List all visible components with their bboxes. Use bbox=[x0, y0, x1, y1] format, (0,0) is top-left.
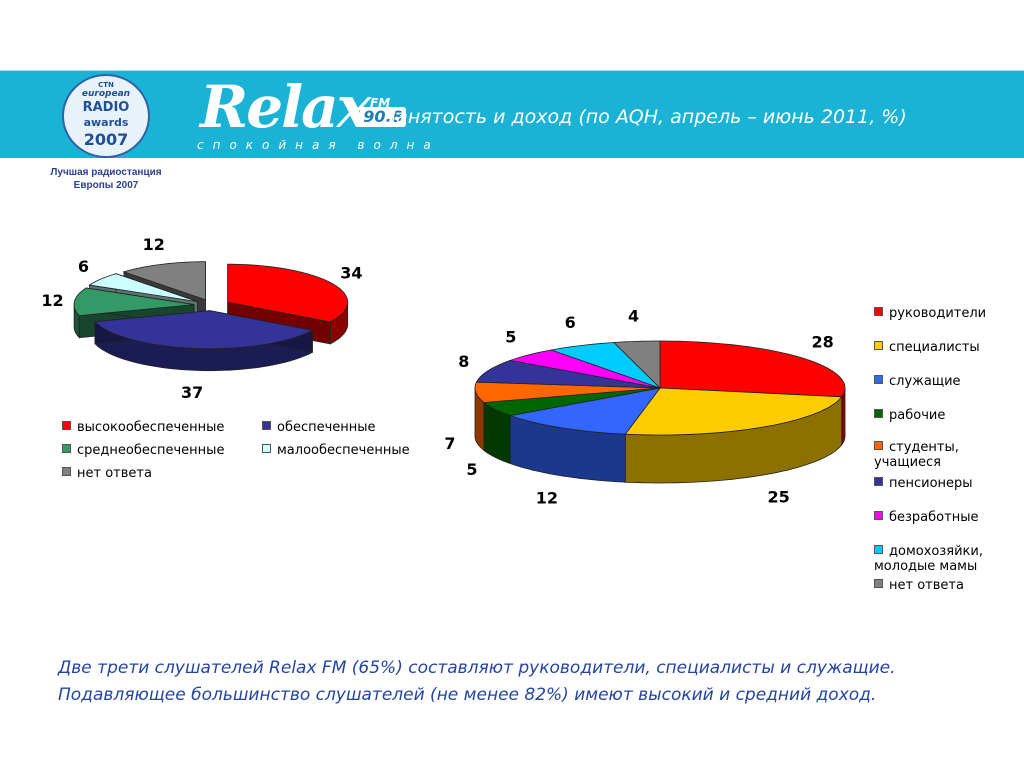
income-label-1: 37 bbox=[181, 383, 203, 402]
income-legend-label-3: малообеспеченные bbox=[277, 443, 410, 458]
income-legend-label-4: нет ответа bbox=[77, 466, 152, 481]
income-legend-swatch-3 bbox=[262, 444, 271, 453]
occupation-slice-1 bbox=[624, 387, 843, 436]
header-bar bbox=[0, 70, 1024, 158]
logo-slogan: спокойная волна bbox=[197, 138, 440, 152]
occupation-label-6: 5 bbox=[505, 327, 516, 346]
occupation-legend-swatch-0 bbox=[874, 307, 883, 316]
badge-year: 2007 bbox=[83, 130, 129, 149]
occupation-legend-label-0: руководители bbox=[889, 306, 987, 321]
income-label-2: 12 bbox=[41, 291, 63, 310]
income-legend-swatch-1 bbox=[262, 421, 271, 430]
badge-line1: CTN bbox=[98, 81, 114, 89]
income-slice-1 bbox=[94, 310, 314, 350]
occupation-legend-item-8: нет ответа bbox=[874, 578, 964, 593]
page-title: Занятость и доход (по AQH, апрель – июнь… bbox=[384, 106, 907, 128]
occupation-legend-item-4: студенты, учащиеся bbox=[874, 440, 1014, 470]
occupation-legend-swatch-8 bbox=[874, 579, 883, 588]
logo-frequency: 90.8 bbox=[360, 107, 406, 127]
income-label-4: 12 bbox=[143, 235, 165, 254]
occupation-legend-item-0: руководители bbox=[874, 306, 986, 321]
badge-line3: RADIO bbox=[82, 100, 130, 115]
income-legend-item-2: среднеобеспеченные bbox=[62, 443, 224, 458]
occupation-label-4: 7 bbox=[444, 434, 455, 453]
occupation-legend-swatch-4 bbox=[874, 441, 883, 450]
income-legend-item-3: малообеспеченные bbox=[262, 443, 410, 458]
income-legend-label-2: среднеобеспеченные bbox=[77, 443, 225, 458]
occupation-label-5: 8 bbox=[458, 352, 469, 371]
occupation-legend-swatch-1 bbox=[874, 341, 883, 350]
occupation-legend-label-1: специалисты bbox=[889, 340, 980, 355]
income-label-0: 34 bbox=[340, 264, 362, 283]
occupation-legend-swatch-2 bbox=[874, 375, 883, 384]
occupation-label-0: 28 bbox=[811, 333, 833, 352]
income-legend-swatch-0 bbox=[62, 421, 71, 430]
occupation-label-2: 12 bbox=[536, 489, 558, 508]
occupation-slice-2 bbox=[508, 387, 661, 435]
income-slice-3 bbox=[88, 273, 198, 302]
occupation-legend-swatch-3 bbox=[874, 409, 883, 418]
footer-summary: Две трети слушателей Relax FM (65%) сост… bbox=[58, 658, 896, 705]
occupation-slice-7 bbox=[549, 342, 661, 389]
income-label-3: 6 bbox=[78, 257, 89, 276]
occupation-label-1: 25 bbox=[767, 487, 789, 506]
occupation-label-8: 4 bbox=[628, 307, 639, 326]
occupation-legend-label-6: безработные bbox=[889, 510, 979, 525]
occupation-legend-item-5: пенсионеры bbox=[874, 476, 973, 491]
radio-awards-badge: CTN european RADIO awards 2007 bbox=[62, 74, 150, 158]
occupation-legend-item-6: безработные bbox=[874, 510, 978, 525]
badge-caption: Лучшая радиостанция Европы 2007 bbox=[50, 167, 162, 191]
occupation-legend-label-8: нет ответа bbox=[889, 578, 964, 593]
occupation-legend-item-3: рабочие bbox=[874, 408, 945, 423]
occupation-legend: руководители специалисты служащие рабочие ст… bbox=[874, 306, 1024, 596]
occupation-slice-5 bbox=[475, 359, 661, 389]
occupation-legend-swatch-5 bbox=[874, 477, 883, 486]
income-legend-item-4: нет ответа bbox=[62, 466, 152, 481]
header-divider bbox=[0, 70, 1024, 71]
income-legend-swatch-2 bbox=[62, 444, 71, 453]
relax-logo: Relax bbox=[200, 73, 371, 141]
occupation-legend-swatch-6 bbox=[874, 511, 883, 520]
occupation-label-7: 6 bbox=[565, 313, 576, 332]
badge-line2: european bbox=[81, 89, 131, 99]
income-slice-4 bbox=[122, 261, 206, 301]
occupation-legend-label-5: пенсионеры bbox=[889, 476, 973, 491]
occupation-legend-item-7: домохозяйки, молодые мамы bbox=[874, 544, 1014, 574]
income-legend: высокообеспеченные обеспеченные среднеобес… bbox=[62, 420, 452, 490]
occupation-slice-3 bbox=[483, 387, 661, 417]
occupation-legend-label-7: домохозяйки, молодые мамы bbox=[874, 544, 983, 574]
income-pie: 34 37 12 6 12 bbox=[41, 235, 362, 402]
income-legend-item-1: обеспеченные bbox=[262, 420, 376, 435]
occupation-wall-0 bbox=[841, 388, 846, 447]
income-slice-0 bbox=[227, 263, 349, 323]
income-slice-2 bbox=[73, 287, 195, 317]
occupation-slice-0 bbox=[659, 340, 846, 398]
occupation-legend-item-2: служащие bbox=[874, 374, 961, 389]
logo-fm: FM bbox=[370, 96, 391, 110]
occupation-label-3: 5 bbox=[466, 460, 477, 479]
income-legend-item-0: высокообеспеченные bbox=[62, 420, 224, 435]
occupation-slice-6 bbox=[508, 349, 661, 389]
occupation-legend-label-4: студенты, учащиеся bbox=[874, 440, 959, 470]
income-legend-swatch-4 bbox=[62, 467, 71, 476]
occupation-legend-swatch-7 bbox=[874, 545, 883, 554]
badge-line4: awards bbox=[83, 116, 129, 129]
occupation-legend-label-2: служащие bbox=[889, 374, 961, 389]
occupation-legend-item-1: специалисты bbox=[874, 340, 980, 355]
occupation-slice-8 bbox=[613, 340, 661, 389]
occupation-slice-4 bbox=[474, 381, 661, 403]
income-legend-label-1: обеспеченные bbox=[277, 420, 376, 435]
occupation-legend-label-3: рабочие bbox=[889, 408, 946, 423]
income-legend-label-0: высокообеспеченные bbox=[77, 420, 225, 435]
